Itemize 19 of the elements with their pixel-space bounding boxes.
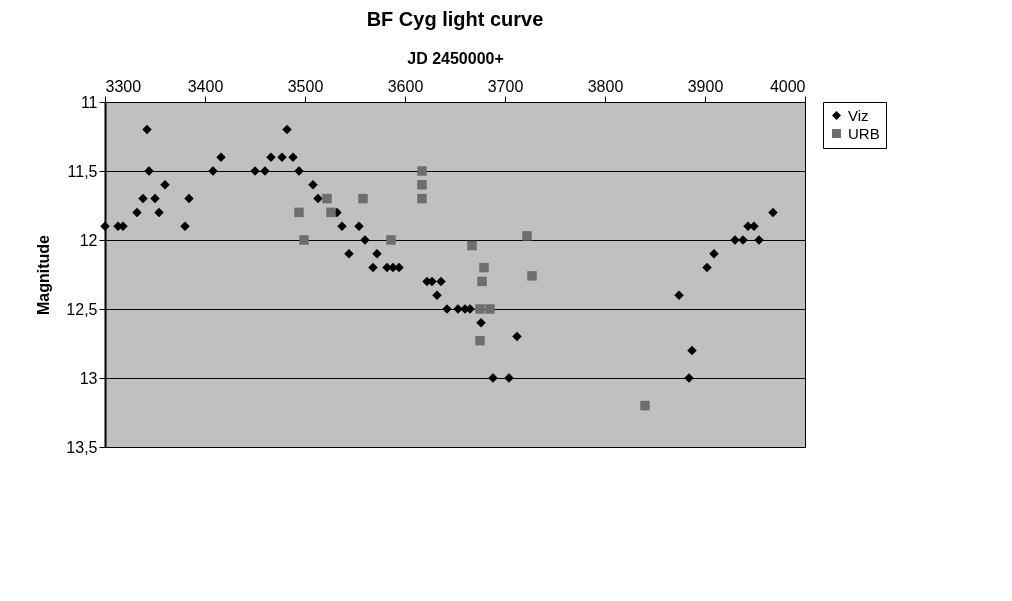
y-tick-label: 13 <box>79 369 98 387</box>
y-tick-label: 11 <box>80 93 98 111</box>
x-tick-label: 3800 <box>587 77 624 95</box>
y-tick-label: 12 <box>79 231 98 249</box>
y-tick-label: 11,5 <box>67 162 98 180</box>
chart-title: BF Cyg light curve <box>366 8 544 30</box>
legend-label: Viz <box>848 106 869 124</box>
x-tick-label: 3600 <box>387 77 424 95</box>
y-axis-title: Magnitude <box>35 234 53 315</box>
x-axis-title: JD 2450000+ <box>407 49 504 67</box>
legend-label: URB <box>848 124 880 142</box>
y-tick-label: 13,5 <box>66 438 98 456</box>
x-tick-label: 3400 <box>187 77 224 95</box>
x-tick-label: 3700 <box>487 77 524 95</box>
x-tick-label: 3500 <box>287 77 324 95</box>
x-tick-label: 3300 <box>105 77 142 95</box>
x-tick-label: 4000 <box>769 77 806 95</box>
y-tick-label: 12,5 <box>66 300 98 318</box>
x-tick-label: 3900 <box>687 77 724 95</box>
